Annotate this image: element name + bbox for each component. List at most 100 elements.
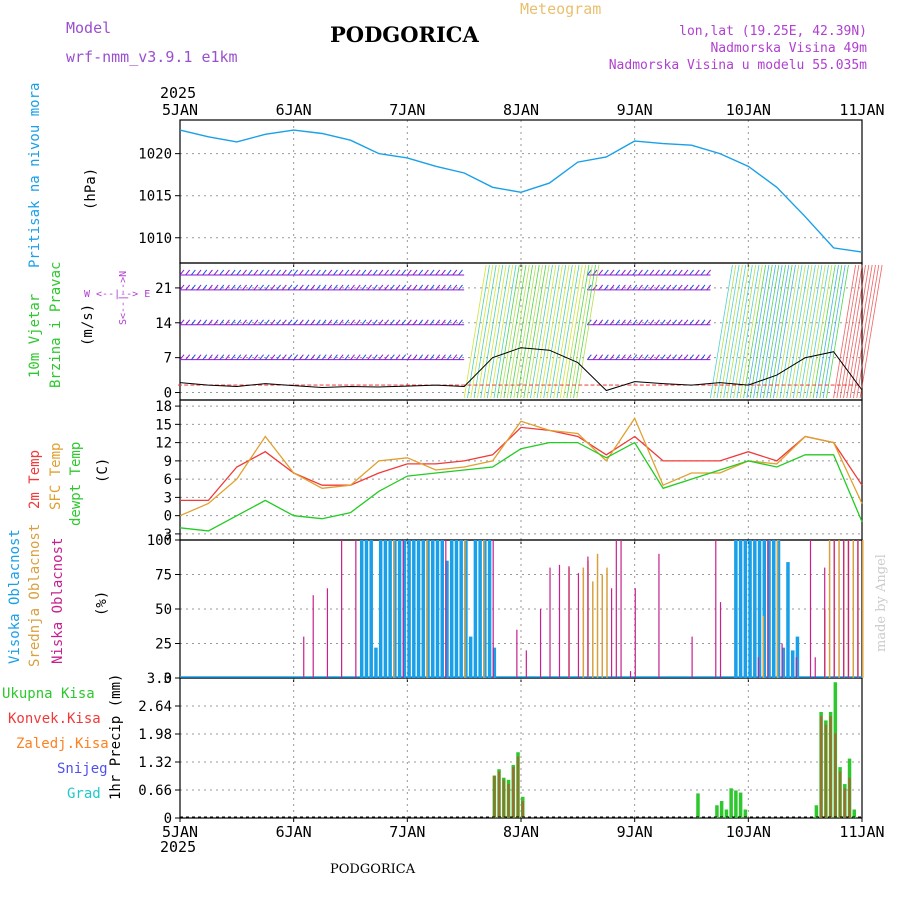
wind-barb [185, 269, 191, 276]
wind-hatch [796, 264, 820, 399]
cloud-high-bar [454, 540, 459, 678]
wind-barb [655, 269, 660, 276]
wind-barb [219, 319, 225, 326]
cloud-low-bar [767, 540, 769, 678]
wind-barb [247, 319, 253, 326]
x-tick-label-bottom: 10JAN [726, 823, 771, 841]
cloud-high-bar [435, 540, 440, 678]
wind-barb [361, 269, 367, 276]
wind-barb [395, 284, 401, 291]
wind-barb [225, 319, 230, 326]
wind-barb [672, 319, 677, 326]
cloud-mid-bar [592, 581, 594, 678]
wind-barb [213, 284, 219, 291]
wind-barb [458, 319, 463, 326]
cloud-mid-bar [776, 540, 779, 678]
year-bottom: 2025 [160, 838, 197, 856]
wind-barb [406, 354, 412, 360]
wind-barb [367, 284, 372, 291]
wind-hatch [812, 264, 836, 399]
cloud-mid-bar [838, 540, 840, 678]
precip-conv-bar [834, 733, 837, 818]
wind-hatch [506, 264, 530, 399]
wind-barb [626, 354, 632, 360]
wind-barb [213, 319, 219, 326]
x-tick-label-bottom: 11JAN [839, 823, 884, 841]
wind-hatch [789, 264, 813, 399]
wind-barb [242, 354, 247, 360]
wind-hatch [493, 264, 517, 399]
wind-barb [287, 269, 293, 276]
wind-hatch [553, 264, 577, 399]
cloud-high-bar [762, 540, 767, 678]
wind-hatch [733, 264, 757, 399]
y-tick-label: 1.98 [138, 727, 172, 743]
wind-barb [603, 354, 609, 360]
wind-barb [298, 284, 304, 291]
wind-barb [706, 269, 712, 276]
wind-barb [259, 269, 264, 276]
cloud-high-bar [473, 540, 478, 678]
cloud-high-bar [487, 540, 492, 678]
wind-barb [418, 319, 424, 326]
wind-hatch [716, 264, 740, 399]
precip-conv-bar [512, 767, 515, 818]
wind-barb [418, 284, 424, 291]
cloud-mid-bar [601, 574, 604, 678]
wind-hatch [826, 264, 849, 399]
wind-barb [626, 284, 632, 291]
wind-hatch [510, 264, 533, 399]
cloud-low-bar [492, 540, 494, 678]
wind-barb [694, 284, 700, 291]
wind-hatch [483, 264, 507, 399]
cloud-mid-bar [464, 540, 466, 678]
wind-barb [242, 319, 247, 326]
wind-hatch [839, 264, 863, 399]
wind-hatch [769, 264, 793, 399]
wind-barb [598, 284, 604, 291]
y-tick-label: -3 [155, 527, 172, 543]
wind-barb [632, 284, 638, 291]
cloud-low-bar [303, 636, 305, 678]
wind-barb [236, 284, 242, 291]
x-tick-label-bottom: 6JAN [276, 823, 312, 841]
cloud-mid-bar [596, 553, 599, 678]
wind-barb [649, 319, 655, 326]
wind-barb [706, 284, 712, 291]
x-tick-label-top: 10JAN [726, 101, 771, 119]
wind-barb [395, 269, 401, 276]
wind-barb [236, 354, 242, 360]
wind-barb [310, 354, 316, 360]
cloud-high-bar [743, 540, 748, 678]
wind-barb [236, 319, 242, 326]
wind-barb [378, 319, 384, 326]
wind-barb [270, 354, 276, 360]
wind-barb [327, 269, 333, 276]
precip-total-bar [814, 805, 819, 818]
altitude-label: Nadmorska Visina 49m [710, 41, 867, 56]
wind-barb [298, 319, 304, 326]
cloud-high-bar [393, 540, 397, 678]
wind-barb [298, 354, 304, 360]
wind-hatch [859, 264, 883, 399]
precip-total-bar [729, 788, 733, 818]
wind-barb [310, 284, 316, 291]
wind-barb [293, 284, 299, 291]
cloud-low-bar [312, 595, 314, 678]
wind-barb [700, 269, 706, 276]
precip-conv-bar [824, 724, 828, 818]
wind-hatch [726, 264, 750, 399]
wind-barb [281, 319, 287, 326]
wind-barb [626, 319, 632, 326]
wind-hatch [470, 264, 494, 399]
cloud-high-bar [407, 540, 411, 678]
wind-hatch [500, 264, 524, 399]
wind-barbs [179, 269, 712, 361]
wind-hatch [786, 264, 810, 399]
wind-hatch [822, 264, 846, 399]
wind-barb [372, 269, 378, 276]
wind-barb [677, 284, 683, 291]
wind-barb [225, 284, 230, 291]
wind-barb [378, 269, 384, 276]
wind-barb [196, 319, 202, 326]
